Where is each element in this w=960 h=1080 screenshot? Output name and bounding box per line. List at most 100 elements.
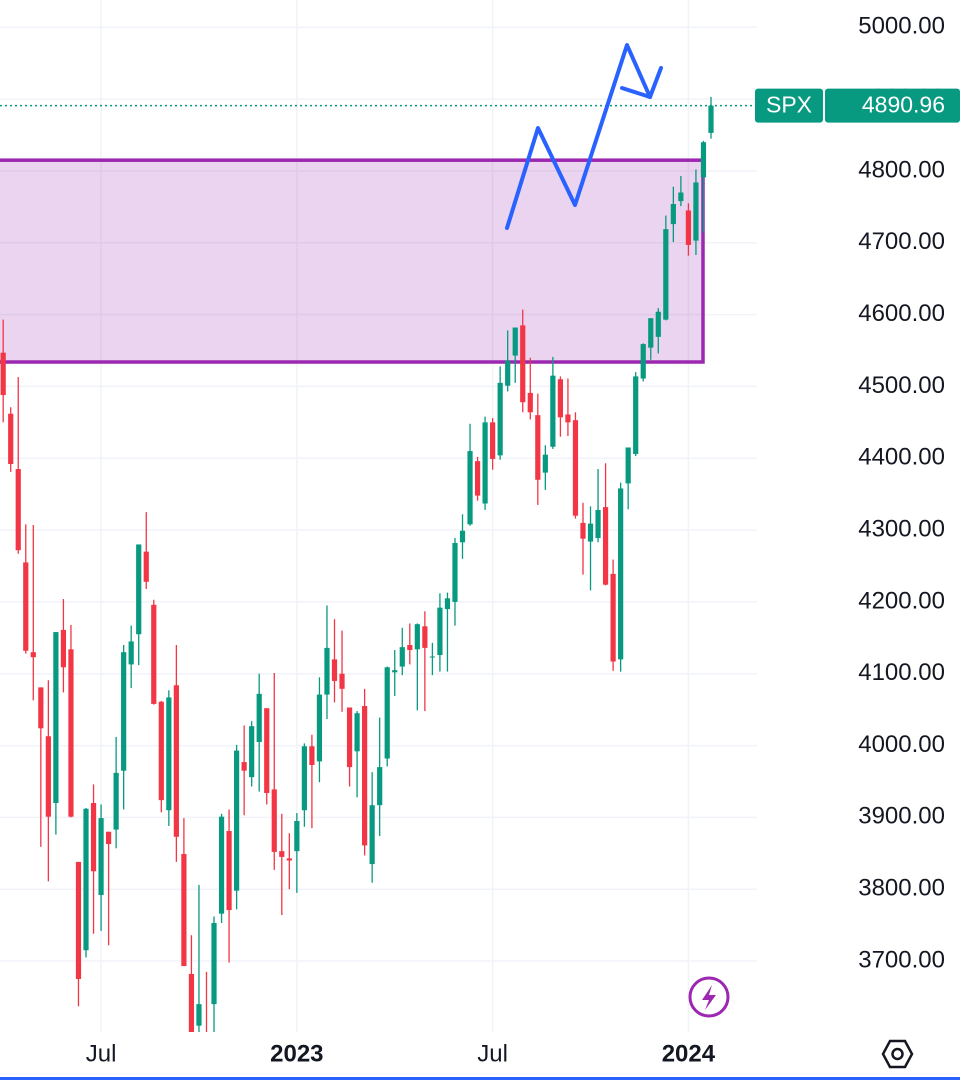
candle-body [98,818,104,895]
candle-body [414,624,420,650]
candle-body [0,352,6,396]
candle-body [256,693,262,742]
candle-body [158,701,164,801]
candle-body [23,562,29,651]
candle-body [324,647,330,695]
candle-body [384,667,390,759]
candle-body [90,803,97,872]
candle-body [505,360,511,386]
candle-body [136,544,142,635]
candle-body [151,604,157,704]
price-zone [0,158,705,364]
y-tick-label: 5000.00 [858,13,945,40]
candle-body [474,461,481,496]
candle-body [75,861,82,980]
candle-body [557,379,563,418]
candle-body [362,706,368,846]
bottom-border [0,1077,960,1080]
candle-body [339,673,345,689]
drawn-path [505,43,652,230]
y-tick-label: 3900.00 [858,803,945,830]
candle-body [444,598,451,610]
candle-body [482,422,488,504]
candle-body [249,726,255,778]
candle-body [407,645,413,651]
candle-body [633,376,639,454]
candle-body [8,413,14,465]
candle-body [218,816,225,914]
candle-body [685,210,692,245]
candle-body [15,469,21,551]
candle-body [279,851,285,857]
candle-body [128,641,134,665]
candle-body [301,746,307,811]
y-tick-label: 4800.00 [858,156,945,183]
candle-body [678,192,684,202]
candle-body [550,375,556,447]
candle-body [625,447,631,484]
candle-body [226,831,232,911]
candle-body [595,509,601,538]
symbol-badge [755,88,823,123]
candle-body [234,750,240,891]
y-tick-label: 4500.00 [858,372,945,399]
candle-body [121,652,127,771]
candle-body [68,649,74,817]
candle-body [663,229,669,320]
candle-body [527,392,533,413]
candle-body [30,652,36,658]
candle-body [173,685,179,837]
candle-body [467,451,473,525]
candle-body [437,607,443,656]
candle-body [271,789,277,852]
candle-body [346,707,353,768]
x-tick-label: 2024 [662,1040,716,1067]
candle-body [143,551,149,582]
candle-body [497,382,503,456]
candle-body [60,629,67,668]
candle-body [535,415,541,480]
candle-body [542,454,548,473]
candle-body [354,713,360,752]
candle-body [181,854,187,967]
grid [0,0,757,1032]
x-tick-label: 2023 [270,1040,323,1067]
candle-body [392,670,398,673]
x-tick-label: Jul [477,1040,508,1067]
candle-body [670,203,676,225]
axis: 3700.00 3800.00 3900.00 4000.00 4100.00 4200.… [86,13,960,1067]
candle-body [83,808,89,951]
y-tick-label: 4100.00 [858,659,945,686]
candle-body [429,656,435,658]
candle-body [602,507,609,585]
candle-body [188,973,195,1032]
candle-body [211,922,217,1005]
settings-icon[interactable] [881,1039,914,1069]
x-tick-label: Jul [86,1040,117,1067]
candle-body [422,626,428,648]
candle-body [580,522,586,539]
candle-body [294,820,300,852]
candle-body [610,573,616,662]
candle-body [309,746,315,765]
price-badge [825,88,960,123]
candle-body [572,420,579,516]
candle-body [204,1038,209,1045]
candle-body [640,344,646,379]
settings-icon-center [891,1047,904,1061]
y-tick-label: 4300.00 [858,515,945,542]
candle-body [618,488,624,660]
candle-body [648,318,654,348]
candle-body [399,647,405,667]
y-tick-label: 4400.00 [858,444,945,471]
y-tick-label: 3800.00 [858,875,945,902]
candle-body [708,105,714,133]
candle-body [38,687,44,729]
candle-body [166,697,172,811]
candle-body [196,1004,202,1026]
candle-body [459,530,466,543]
candle-body [520,325,526,403]
y-tick-label: 4000.00 [858,731,945,758]
